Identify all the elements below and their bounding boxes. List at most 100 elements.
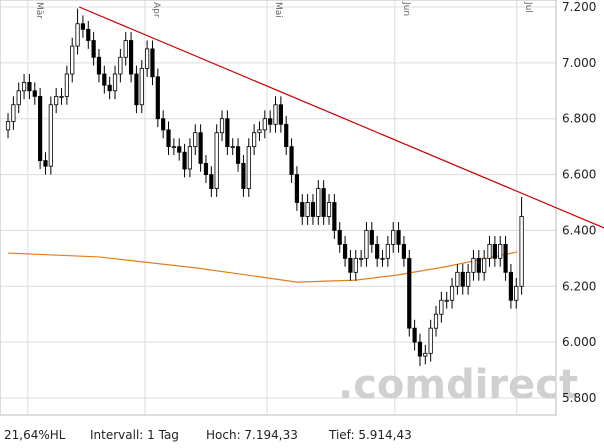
candle-body (161, 118, 166, 131)
plot-frame (0, 0, 557, 416)
candle-body (145, 48, 150, 69)
candle-body (433, 313, 439, 329)
candle-body (262, 118, 267, 131)
candle-body (460, 271, 465, 287)
candle-body (476, 257, 481, 273)
candle-body (300, 202, 305, 217)
candle-body (150, 48, 155, 78)
y-tick-label: 6.200 (562, 279, 596, 293)
candle-body (482, 257, 487, 273)
candle-body (257, 129, 262, 134)
candle-body (32, 90, 37, 97)
candle-body (503, 243, 508, 273)
candle-body (326, 202, 332, 217)
x-tick-label: Apr (151, 2, 161, 18)
candle-body (455, 271, 460, 287)
candle-body (182, 151, 187, 170)
candle-body (487, 243, 492, 259)
candle-body (123, 40, 128, 58)
candle-body (177, 146, 182, 153)
x-tick-label: Mär (34, 2, 44, 19)
candle-body (21, 82, 27, 92)
candle-body (449, 285, 455, 301)
footer-hl: 21,64%HL (4, 428, 66, 442)
candle-body (508, 271, 514, 301)
candle-body (391, 230, 396, 245)
candle-body (252, 132, 257, 148)
x-tick-label: Mai (273, 2, 283, 18)
candle-body (348, 257, 353, 273)
candle-body (369, 230, 374, 245)
candle-body (64, 73, 69, 97)
candle-body (519, 216, 524, 287)
candle-body (294, 174, 300, 203)
y-tick-label: 6.600 (562, 168, 596, 182)
candle-body (171, 146, 176, 149)
candle-body (75, 23, 80, 47)
candle-body (342, 243, 348, 259)
candle-body (396, 230, 401, 245)
y-tick-label: 6.400 (562, 223, 596, 237)
candle-body (284, 123, 289, 148)
candle-body (134, 73, 139, 106)
candle-body (412, 327, 417, 343)
candle-body (364, 230, 369, 259)
candle-body (268, 118, 273, 125)
candle-body (38, 95, 43, 162)
candle-body (219, 118, 225, 134)
candle-body (80, 23, 86, 30)
candle-body (310, 202, 316, 217)
candle-body (337, 230, 342, 245)
candle-body (128, 40, 134, 75)
candle-body (316, 188, 321, 217)
x-tick-label: Jul (523, 1, 533, 13)
candle-body (96, 56, 102, 75)
candle-body (203, 162, 209, 175)
candle-body (230, 146, 235, 149)
indicator-line (7, 251, 518, 283)
candle-body (401, 243, 407, 259)
candle-body (198, 132, 203, 164)
candle-body (492, 243, 497, 259)
candle-body (359, 257, 364, 260)
candle-body (498, 243, 503, 259)
candle-body (5, 121, 11, 131)
candle-body (54, 95, 59, 106)
candle-body (332, 202, 337, 231)
candle-body (417, 341, 423, 357)
candle-body (209, 174, 214, 189)
y-tick-label: 5.800 (562, 391, 596, 405)
candle-body (235, 146, 241, 164)
x-tick-label: Jun (401, 1, 411, 16)
candle-body (385, 243, 390, 259)
indicator-line (78, 6, 604, 229)
candle-body (11, 104, 16, 122)
candle-body (375, 243, 380, 259)
footer-low: Tief: 5.914,43 (328, 428, 412, 442)
candle-body (380, 257, 385, 260)
candle-body (91, 40, 96, 58)
candle-body (102, 73, 107, 86)
candle-body (246, 146, 251, 189)
footer-interval: Intervall: 1 Tag (90, 428, 179, 442)
candle-body (48, 104, 53, 167)
candle-body (86, 28, 91, 41)
candle-body (139, 68, 144, 106)
candle-body (70, 45, 75, 75)
candle-body (305, 202, 310, 217)
candle-body (59, 95, 64, 98)
candle-body (466, 271, 471, 287)
footer-high: Hoch: 7.194,33 (206, 428, 298, 442)
candle-body (112, 73, 118, 92)
candle-body (241, 162, 246, 189)
candle-body (289, 146, 294, 175)
candle-body (187, 146, 193, 170)
candle-body (353, 257, 358, 273)
candle-body (514, 285, 519, 301)
y-tick-label: 7.000 (562, 56, 596, 70)
y-tick-label: 7.200 (562, 0, 596, 14)
candle-body (321, 188, 326, 217)
candle-body (407, 257, 412, 329)
candle-body (118, 56, 123, 75)
